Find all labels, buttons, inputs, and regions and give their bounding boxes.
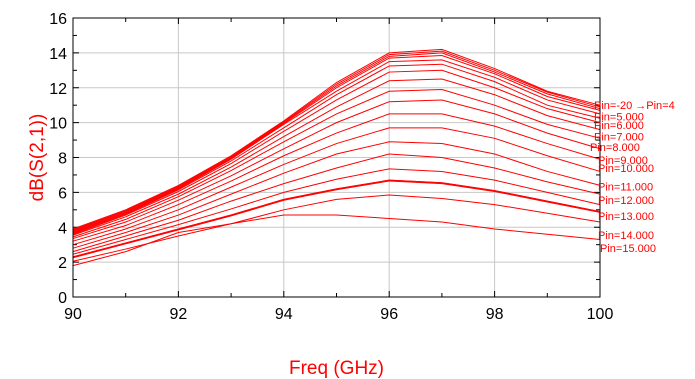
y-tick-label: 4	[58, 220, 67, 237]
y-tick-label: 6	[58, 185, 67, 202]
series-line	[72, 54, 601, 233]
series-annotation: Pin=-20 →Pin=4	[594, 100, 675, 112]
series-line	[72, 88, 601, 238]
x-tick-label: 96	[380, 306, 398, 323]
y-tick-label: 8	[58, 151, 67, 168]
y-gridlines	[73, 17, 600, 298]
series-annotation: Pin=13.000	[598, 211, 654, 223]
series-line	[72, 214, 601, 267]
series-annotation: Pin=7.000	[594, 132, 644, 144]
y-tick-label: 10	[49, 116, 67, 133]
plot-frame	[72, 17, 601, 298]
series-line	[72, 168, 601, 255]
y-tick-label: 16	[49, 11, 67, 28]
series-annotation: Pin=10.000	[598, 163, 654, 175]
series-line	[72, 63, 601, 234]
series-line	[72, 52, 601, 232]
x-axis-title: Freq (GHz)	[289, 358, 384, 379]
series-annotation: Pin=12.000	[598, 195, 654, 207]
x-tick-label: 94	[275, 306, 293, 323]
series-annotation: Pin=9.000	[598, 155, 648, 167]
series-line	[72, 59, 601, 233]
x-tick-label: 100	[587, 306, 614, 323]
series-line	[72, 179, 601, 258]
series-line	[72, 50, 601, 231]
series-line	[72, 180, 601, 259]
x-tick-label: 98	[486, 306, 504, 323]
y-tick-label: 12	[49, 81, 67, 98]
y-tick-label: 14	[49, 46, 67, 63]
y-tick-labels: 0 2 4 6 8 10 12 14 16	[49, 11, 67, 307]
y-axis-title: dB(S(2,1))	[27, 114, 48, 202]
series-line	[72, 78, 601, 236]
x-tick-labels: 90 92 94 96 98 100	[64, 306, 613, 323]
series-line	[72, 127, 601, 246]
series-annotation: Pin=15.000	[600, 243, 656, 255]
x-tick-label: 92	[170, 306, 188, 323]
series-line	[72, 48, 601, 230]
series-line	[72, 69, 601, 235]
series-line	[72, 141, 601, 249]
series-line	[72, 179, 601, 258]
x-tick-label: 90	[64, 306, 82, 323]
series-annotation: Pin=11.000	[598, 181, 653, 193]
series-annotation: Pin=5.000	[594, 112, 644, 124]
series-annotation: Pin=8.000	[590, 142, 640, 154]
series-line	[72, 153, 601, 253]
series-annotation: Pin=14.000	[598, 230, 654, 242]
series-line	[72, 113, 601, 242]
y-tick-label: 2	[58, 255, 67, 272]
series-annotation: Pin=6.000	[594, 120, 644, 132]
series-line	[72, 194, 601, 262]
series-lines	[72, 48, 601, 267]
y-tick-label: 0	[58, 290, 67, 307]
series-annotations: Pin=-20 →Pin=4Pin=5.000Pin=6.000Pin=7.00…	[590, 100, 675, 255]
series-line	[72, 99, 601, 240]
